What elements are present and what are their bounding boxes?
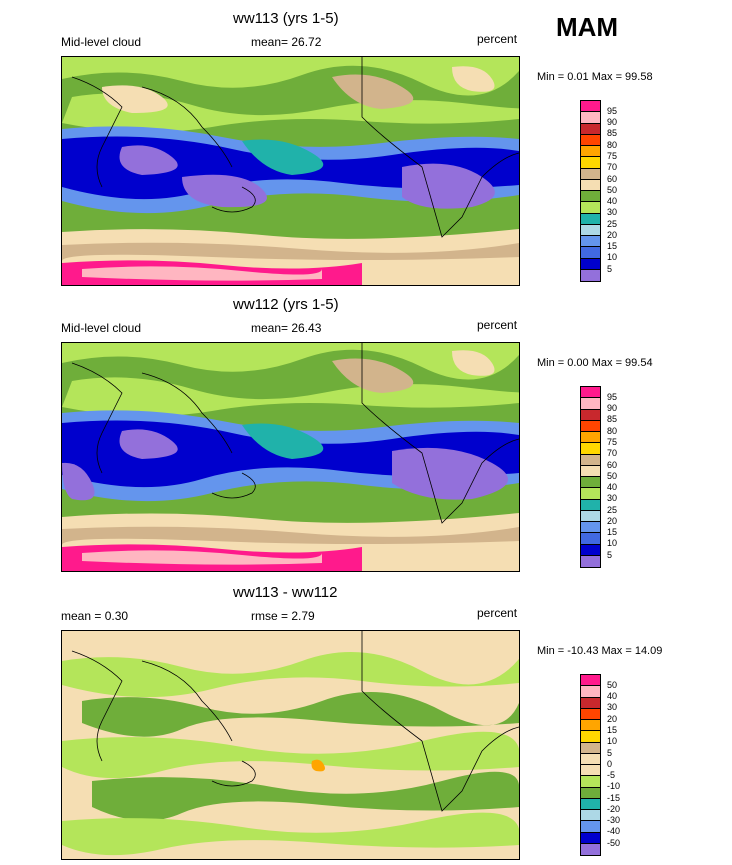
panel-2-tick: 10 <box>607 538 618 548</box>
panel-2-title: ww112 (yrs 1-5) <box>233 296 339 313</box>
panel-3-colorbar <box>580 674 601 856</box>
panel-1-map <box>61 56 520 286</box>
panel-1-tick: 10 <box>607 252 618 262</box>
panel-3-tick: 50 <box>607 680 618 690</box>
panel-1-mean: mean= 26.72 <box>251 35 322 49</box>
panel-2-tick: 60 <box>607 460 618 470</box>
panel-1-tick: 40 <box>607 196 618 206</box>
panel-1-units: percent <box>477 32 518 46</box>
panel-1-tick: 5 <box>607 264 613 274</box>
panel-3-tick: 10 <box>607 736 618 746</box>
panel-1-tick: 90 <box>607 117 618 127</box>
panel-2-tick: 15 <box>607 527 618 537</box>
panel-2-minmax: Min = 0.00 Max = 99.54 <box>537 357 653 369</box>
panel-3-tick: 15 <box>607 725 618 735</box>
panel-2-tick: 50 <box>607 471 618 481</box>
panel-3-tick: -30 <box>607 815 621 825</box>
panel-3-tick: 30 <box>607 702 618 712</box>
panel-2-tick: 80 <box>607 426 618 436</box>
panel-3-tick: -50 <box>607 838 621 848</box>
panel-3-map <box>61 630 520 860</box>
panel-2-tick: 95 <box>607 392 618 402</box>
panel-1-tick: 85 <box>607 128 618 138</box>
panel-1-tick: 25 <box>607 219 618 229</box>
panel-3-tick: -20 <box>607 804 621 814</box>
panel-1-tick: 15 <box>607 241 618 251</box>
panel-1-tick: 20 <box>607 230 618 240</box>
panel-2-tick: 75 <box>607 437 618 447</box>
panel-1-tick: 70 <box>607 162 618 172</box>
panel-2-tick: 30 <box>607 493 618 503</box>
panel-2-mean: mean= 26.43 <box>251 321 322 335</box>
panel-2-field-label: Mid-level cloud <box>61 321 142 335</box>
panel-2-tick: 20 <box>607 516 618 526</box>
panel-1-tick: 80 <box>607 140 618 150</box>
panel-1-tick: 75 <box>607 151 618 161</box>
panel-3-minmax: Min = -10.43 Max = 14.09 <box>537 645 663 657</box>
panel-1-title: ww113 (yrs 1-5) <box>233 10 339 27</box>
panel-3-rmse: rmse = 2.79 <box>251 609 315 623</box>
panel-3-tick: 0 <box>607 759 613 769</box>
panel-3-tick: -5 <box>607 770 616 780</box>
panel-2-tick: 70 <box>607 448 618 458</box>
panel-2-tick: 85 <box>607 414 618 424</box>
panel-3-units: percent <box>477 606 518 620</box>
panel-1-tick: 50 <box>607 185 618 195</box>
panel-2-tick: 40 <box>607 482 618 492</box>
panel-2-tick: 5 <box>607 550 613 560</box>
panel-2-colorbar <box>580 386 601 568</box>
panel-3-tick: 5 <box>607 748 613 758</box>
panel-3-tick: 20 <box>607 714 618 724</box>
panel-2-units: percent <box>477 318 518 332</box>
panel-2-tick: 25 <box>607 505 618 515</box>
panel-3-tick: 40 <box>607 691 618 701</box>
panel-1-tick: 60 <box>607 174 618 184</box>
panel-3-tick: -10 <box>607 781 621 791</box>
panel-3-mean: mean = 0.30 <box>61 609 129 623</box>
panel-1-colorbar <box>580 100 601 282</box>
panel-3-tick: -40 <box>607 826 621 836</box>
panel-1-minmax: Min = 0.01 Max = 99.58 <box>537 71 653 83</box>
panel-1-tick: 95 <box>607 106 618 116</box>
panel-3-title: ww113 - ww112 <box>233 584 338 601</box>
panel-3-tick: -15 <box>607 793 621 803</box>
panel-1-field-label: Mid-level cloud <box>61 35 142 49</box>
season-label: MAM <box>556 12 619 42</box>
panel-1-tick: 30 <box>607 207 618 217</box>
panel-2-tick: 90 <box>607 403 618 413</box>
panel-2-map <box>61 342 520 572</box>
